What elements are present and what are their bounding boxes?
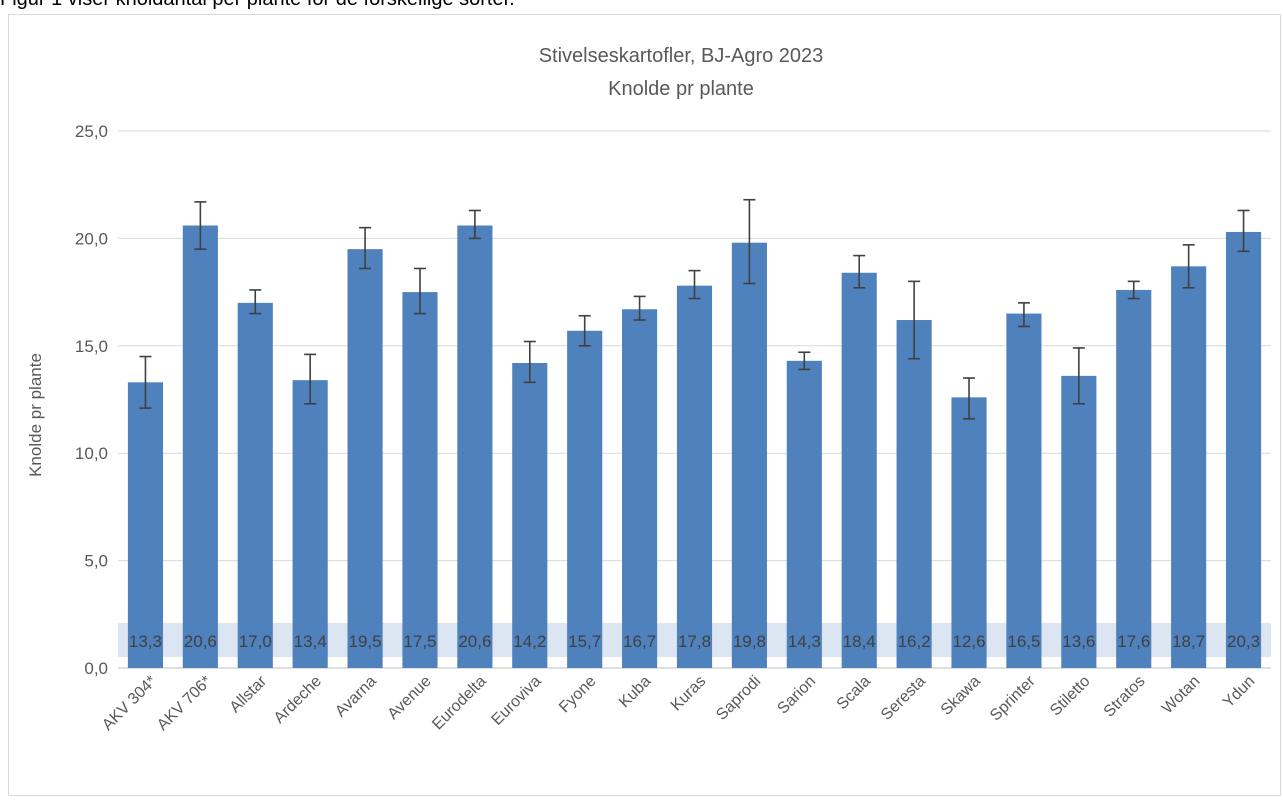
data-label: 16,7: [623, 632, 656, 651]
x-tick-label: Kuba: [616, 673, 655, 712]
data-label: 13,6: [1062, 632, 1095, 651]
y-tick-label: 15,0: [75, 337, 108, 356]
bar: [1116, 289, 1152, 668]
x-tick-label: Stiletto: [1047, 673, 1094, 720]
x-tick-label: Saprodi: [713, 673, 764, 724]
x-tick-label: Kuras: [668, 673, 710, 715]
bar: [622, 309, 658, 668]
x-tick-label: Skawa: [938, 673, 984, 719]
data-label: 13,4: [294, 632, 327, 651]
y-tick-label: 25,0: [75, 122, 108, 141]
x-tick-label: Avenue: [385, 673, 435, 723]
bar: [567, 330, 603, 668]
data-label: 12,6: [952, 632, 985, 651]
bar: [786, 360, 822, 668]
x-tick-label: Ardeche: [271, 673, 325, 727]
x-tick-label: Fyone: [556, 673, 600, 717]
x-tick-label: AKV 304*: [99, 673, 160, 734]
data-label: 20,6: [184, 632, 217, 651]
bar: [1061, 375, 1097, 668]
bar: [292, 380, 328, 668]
y-tick-label: 5,0: [84, 552, 108, 571]
y-axis-ticks: 0,0 5,0 10,0 15,0 20,0 25,0: [75, 122, 108, 678]
x-tick-label: Seresta: [878, 673, 929, 724]
bar: [1006, 313, 1042, 668]
x-tick-label: Eurodelta: [429, 673, 490, 734]
figure-caption: Figur 1 viser knoldantal per plante for …: [0, 0, 515, 11]
bar: [237, 302, 273, 668]
data-label: 14,3: [788, 632, 821, 651]
data-label: 17,8: [678, 632, 711, 651]
data-label: 19,5: [349, 632, 382, 651]
data-label: 19,8: [733, 632, 766, 651]
data-label: 16,2: [898, 632, 931, 651]
bar: [457, 225, 493, 668]
data-label: 17,5: [403, 632, 436, 651]
x-tick-label: Allstar: [227, 672, 271, 716]
bar: [896, 320, 932, 668]
y-tick-label: 20,0: [75, 229, 108, 248]
y-axis-label: Knolde pr plante: [26, 353, 45, 477]
bar: [182, 225, 218, 668]
bar: [347, 249, 383, 668]
data-label: 17,0: [239, 632, 272, 651]
value-labels: 13,3 20,6 17,0 13,4 19,5 17,5 20,6 14,2 15,7 16,7…: [129, 632, 1260, 651]
data-label: 18,7: [1172, 632, 1205, 651]
bar: [127, 382, 164, 668]
bar: [676, 285, 713, 668]
bar: [731, 242, 767, 669]
data-label: 20,3: [1227, 632, 1260, 651]
bar: [951, 397, 987, 668]
bar-chart: Stivelseskartofler, BJ-Agro 2023 Knolde …: [26, 45, 1271, 734]
x-tick-label: Sarion: [774, 673, 819, 718]
x-tick-label: AKV 706*: [154, 673, 215, 734]
bars: [127, 225, 1262, 669]
bar: [1171, 266, 1207, 668]
data-label: 17,6: [1117, 632, 1150, 651]
data-label: 14,2: [513, 632, 546, 651]
data-label: 20,6: [458, 632, 491, 651]
x-tick-label: Stratos: [1101, 673, 1149, 721]
bar: [1225, 231, 1262, 668]
y-tick-label: 10,0: [75, 444, 108, 463]
chart-title: Stivelseskartofler, BJ-Agro 2023: [539, 45, 824, 67]
x-tick-label: Ydun: [1220, 673, 1258, 711]
x-tick-label: Scala: [834, 673, 874, 713]
bar: [402, 292, 438, 668]
x-tick-label: Avarna: [332, 673, 380, 721]
chart-subtitle: Knolde pr plante: [608, 78, 754, 100]
x-tick-label: Euroviva: [489, 673, 545, 729]
x-tick-label: Sprinter: [987, 672, 1039, 724]
bar: [512, 362, 548, 668]
data-label: 15,7: [568, 632, 601, 651]
x-tick-label: Wotan: [1159, 673, 1204, 718]
data-label: 13,3: [129, 632, 162, 651]
data-label: 18,4: [843, 632, 876, 651]
data-label: 16,5: [1007, 632, 1040, 651]
x-axis-labels: AKV 304*AKV 706* Allstar Ardeche Avarna Aven…: [99, 672, 1258, 734]
bar: [841, 272, 877, 668]
error-bars: [139, 198, 1250, 420]
chart-frame: Stivelseskartofler, BJ-Agro 2023 Knolde …: [8, 14, 1281, 796]
y-tick-label: 0,0: [84, 659, 108, 678]
